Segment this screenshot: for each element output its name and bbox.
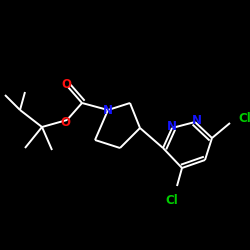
Text: N: N [192,114,202,126]
Text: N: N [103,104,113,117]
Text: O: O [60,116,70,128]
Text: Cl: Cl [166,194,178,207]
Text: O: O [61,78,71,92]
Text: Cl: Cl [238,112,250,124]
Text: N: N [167,120,177,132]
